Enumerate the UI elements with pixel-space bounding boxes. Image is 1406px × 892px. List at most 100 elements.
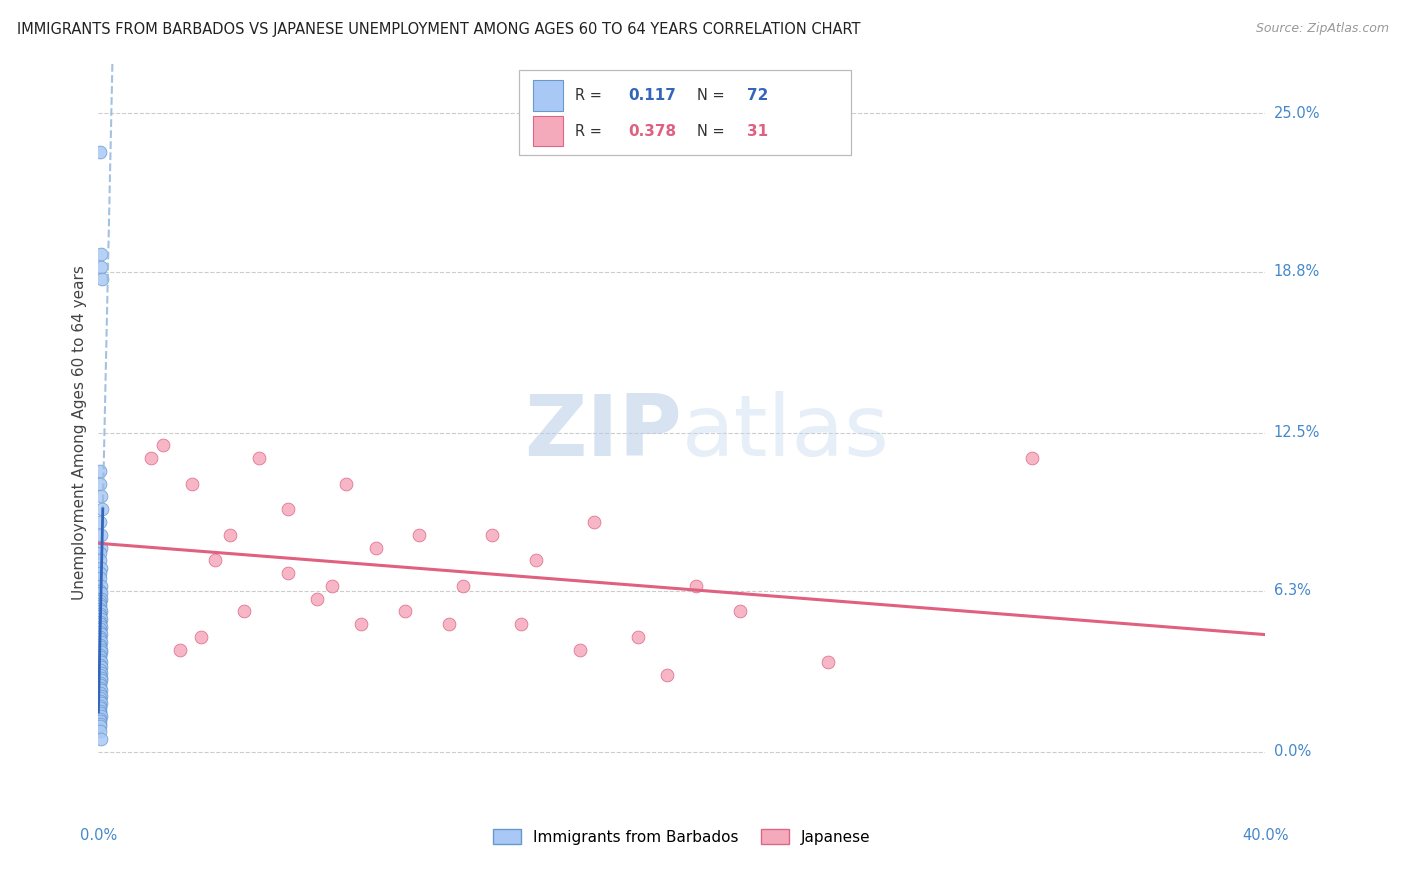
Point	[89, 601, 111, 615]
Point	[90, 642, 112, 657]
Y-axis label: Unemployment Among Ages 60 to 64 years: Unemployment Among Ages 60 to 64 years	[72, 265, 87, 600]
Point	[90, 561, 112, 575]
Point	[89, 515, 111, 529]
Point	[89, 686, 111, 700]
Point	[89, 668, 111, 682]
Point	[89, 583, 111, 598]
Point	[335, 476, 357, 491]
Point	[89, 464, 111, 478]
Point	[90, 490, 112, 504]
Text: 0.117: 0.117	[628, 88, 676, 103]
Point	[89, 663, 111, 677]
Point	[90, 689, 112, 703]
Point	[90, 502, 112, 516]
Point	[685, 579, 707, 593]
Point	[90, 620, 112, 634]
Text: 25.0%: 25.0%	[1274, 106, 1320, 121]
Point	[89, 657, 111, 672]
Point	[350, 617, 373, 632]
Point	[89, 599, 111, 614]
Point	[89, 607, 111, 621]
Point	[89, 681, 111, 695]
Point	[89, 653, 111, 667]
Point	[89, 622, 111, 636]
Bar	[519, 70, 851, 155]
Point	[169, 642, 191, 657]
Text: 72: 72	[747, 88, 769, 103]
Text: N =: N =	[697, 124, 730, 138]
Point	[90, 683, 112, 698]
Point	[90, 272, 112, 286]
Point	[730, 604, 752, 618]
Point	[89, 694, 111, 708]
Point	[90, 604, 112, 618]
Point	[307, 591, 329, 606]
Text: 31: 31	[747, 124, 769, 138]
Point	[481, 527, 503, 541]
Text: 0.378: 0.378	[628, 124, 676, 138]
Point	[90, 696, 112, 710]
Point	[89, 701, 111, 715]
Point	[247, 451, 270, 466]
Text: atlas: atlas	[682, 391, 890, 475]
Point	[89, 640, 111, 654]
Point	[190, 630, 212, 644]
Point	[89, 632, 111, 647]
Point	[90, 660, 112, 674]
Point	[89, 719, 111, 733]
Point	[89, 714, 111, 728]
Point	[90, 527, 112, 541]
Point	[152, 438, 174, 452]
Point	[89, 630, 111, 644]
Point	[90, 671, 112, 685]
Text: 18.8%: 18.8%	[1274, 264, 1320, 279]
Point	[1021, 451, 1043, 466]
Point	[89, 678, 111, 692]
Point	[90, 247, 112, 261]
Point	[89, 706, 111, 721]
Point	[657, 668, 679, 682]
Text: R =: R =	[575, 88, 606, 103]
Point	[89, 716, 111, 731]
Point	[89, 704, 111, 718]
Point	[90, 673, 112, 688]
Point	[394, 604, 416, 618]
Point	[90, 260, 112, 274]
Point	[90, 586, 112, 600]
Point	[90, 627, 112, 641]
Point	[89, 615, 111, 629]
Point	[408, 527, 430, 541]
Legend: Immigrants from Barbados, Japanese: Immigrants from Barbados, Japanese	[486, 822, 877, 851]
Point	[568, 642, 591, 657]
Point	[218, 527, 240, 541]
Point	[277, 566, 299, 580]
Point	[89, 698, 111, 713]
Bar	[533, 116, 562, 146]
Text: 0.0%: 0.0%	[1274, 744, 1310, 759]
Point	[89, 609, 111, 624]
Point	[89, 597, 111, 611]
Point	[321, 579, 343, 593]
Point	[90, 656, 112, 670]
Point	[89, 691, 111, 706]
Point	[89, 648, 111, 662]
Point	[89, 650, 111, 665]
Bar	[533, 80, 562, 111]
Point	[89, 553, 111, 567]
Point	[90, 541, 112, 555]
Point	[90, 612, 112, 626]
Text: 40.0%: 40.0%	[1241, 828, 1289, 843]
Point	[89, 675, 111, 690]
Point	[437, 617, 460, 632]
Text: R =: R =	[575, 124, 606, 138]
Point	[510, 617, 533, 632]
Point	[89, 566, 111, 580]
Point	[89, 571, 111, 585]
Point	[90, 665, 112, 680]
Point	[90, 635, 112, 649]
Point	[89, 594, 111, 608]
Text: 0.0%: 0.0%	[80, 828, 117, 843]
Point	[89, 724, 111, 739]
Text: 6.3%: 6.3%	[1274, 583, 1310, 599]
Point	[89, 546, 111, 560]
